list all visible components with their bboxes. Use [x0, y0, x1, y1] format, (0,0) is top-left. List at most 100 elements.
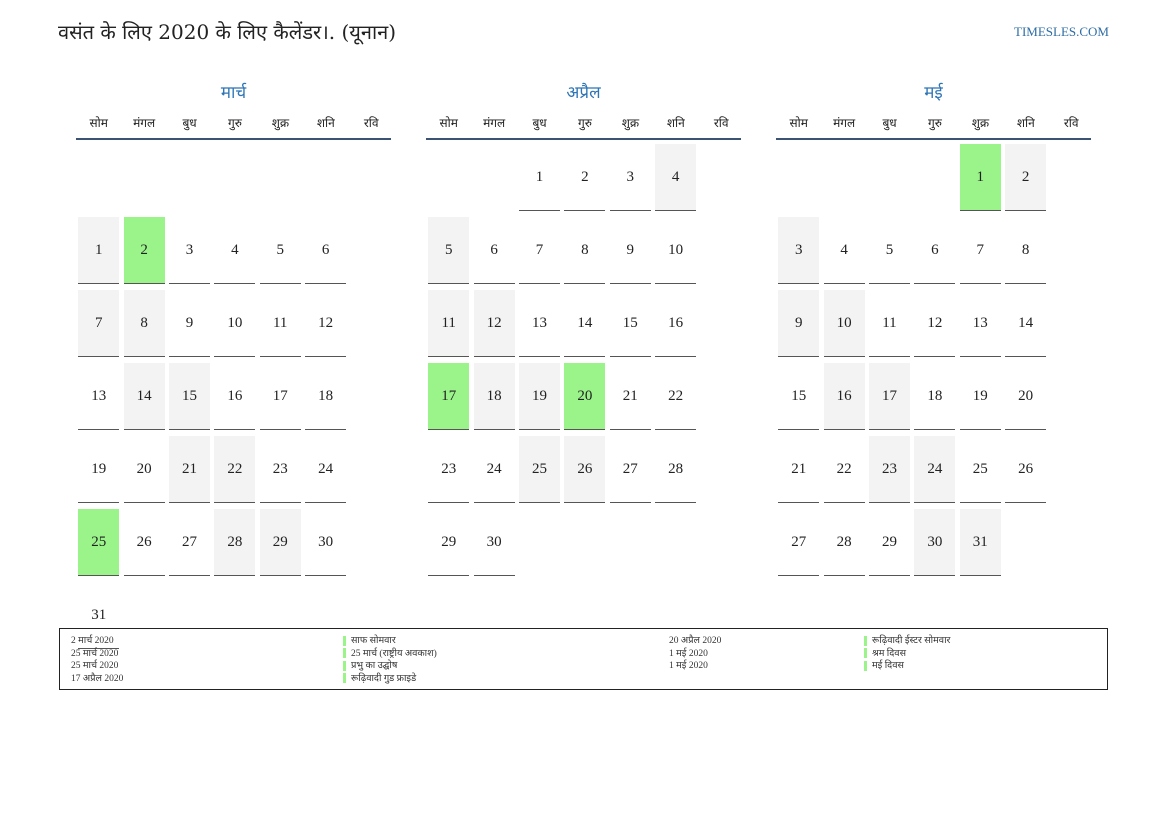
day-cell[interactable]: 13	[518, 290, 560, 357]
day-cell[interactable]: 28	[214, 509, 256, 576]
day-cell[interactable]: 27	[168, 509, 210, 576]
day-cell[interactable]: 29	[868, 509, 910, 576]
day-cell[interactable]: 5	[868, 217, 910, 284]
holiday-day-cell[interactable]: 1	[959, 144, 1001, 211]
day-cell[interactable]: 30	[914, 509, 956, 576]
day-cell[interactable]: 28	[823, 509, 865, 576]
day-cell[interactable]: 28	[655, 436, 697, 503]
day-cell[interactable]: 8	[1005, 217, 1047, 284]
holiday-day-cell[interactable]: 17	[428, 363, 470, 430]
day-cell[interactable]: 21	[609, 363, 651, 430]
day-cell[interactable]: 5	[259, 217, 301, 284]
day-cell[interactable]: 29	[259, 509, 301, 576]
day-cell[interactable]: 26	[123, 509, 165, 576]
weekday-label: रवि	[1063, 116, 1079, 130]
day-cell[interactable]: 7	[959, 217, 1001, 284]
weekday-label: शनि	[666, 116, 685, 130]
day-cell[interactable]: 14	[1005, 290, 1047, 357]
day-cell[interactable]: 1	[78, 217, 120, 284]
day-cell[interactable]: 12	[914, 290, 956, 357]
holiday-day-cell[interactable]: 25	[78, 509, 120, 576]
day-cell[interactable]: 26	[564, 436, 606, 503]
day-cell[interactable]: 19	[78, 436, 120, 503]
day-cell[interactable]: 6	[914, 217, 956, 284]
day-cell[interactable]: 14	[123, 363, 165, 430]
day-cell[interactable]: 19	[959, 363, 1001, 430]
day-cell[interactable]: 25	[518, 436, 560, 503]
day-cell[interactable]: 16	[655, 290, 697, 357]
day-cell[interactable]: 17	[868, 363, 910, 430]
day-cell[interactable]: 6	[473, 217, 515, 284]
day-cell[interactable]: 24	[473, 436, 515, 503]
day-cell[interactable]: 23	[259, 436, 301, 503]
day-cell[interactable]: 24	[305, 436, 347, 503]
day-cell[interactable]: 5	[428, 217, 470, 284]
day-cell[interactable]: 10	[823, 290, 865, 357]
day-cell[interactable]: 31	[959, 509, 1001, 576]
day-cell[interactable]: 21	[778, 436, 820, 503]
day-cell[interactable]: 3	[168, 217, 210, 284]
day-cell[interactable]: 27	[778, 509, 820, 576]
day-cell[interactable]: 18	[305, 363, 347, 430]
day-cell[interactable]: 18	[473, 363, 515, 430]
day-cell[interactable]: 6	[305, 217, 347, 284]
day-cell[interactable]: 12	[473, 290, 515, 357]
day-cell[interactable]: 8	[564, 217, 606, 284]
day-cell[interactable]: 23	[868, 436, 910, 503]
day-cell[interactable]: 3	[778, 217, 820, 284]
month-name: अप्रैल	[566, 83, 601, 103]
day-cell[interactable]: 4	[655, 144, 697, 211]
day-cell[interactable]: 8	[123, 290, 165, 357]
empty-cell	[214, 144, 255, 211]
day-cell[interactable]: 3	[609, 144, 651, 211]
day-cell[interactable]: 20	[123, 436, 165, 503]
day-cell[interactable]: 4	[214, 217, 256, 284]
day-cell[interactable]: 22	[655, 363, 697, 430]
day-cell[interactable]: 14	[564, 290, 606, 357]
day-cell[interactable]: 11	[428, 290, 470, 357]
holiday-day-cell[interactable]: 2	[123, 217, 165, 284]
day-cell[interactable]: 23	[428, 436, 470, 503]
day-cell[interactable]: 16	[214, 363, 256, 430]
day-cell[interactable]: 13	[78, 363, 120, 430]
legend-col-names-2: रूढ़िवादी ईस्टर सोमवार श्रम दिवस मई दिवस	[864, 635, 950, 673]
legend-col-dates-2: 20 अप्रैल 2020 1 मई 2020 1 मई 2020	[669, 635, 721, 673]
day-cell[interactable]: 2	[1005, 144, 1047, 211]
day-cell[interactable]: 7	[518, 217, 560, 284]
day-cell[interactable]: 30	[473, 509, 515, 576]
day-cell[interactable]: 9	[609, 217, 651, 284]
day-cell[interactable]: 4	[823, 217, 865, 284]
day-cell[interactable]: 15	[778, 363, 820, 430]
day-cell[interactable]: 24	[914, 436, 956, 503]
day-cell[interactable]: 11	[259, 290, 301, 357]
day-cell[interactable]: 10	[655, 217, 697, 284]
day-cell[interactable]: 10	[214, 290, 256, 357]
site-link[interactable]: TIMESLES.COM	[1014, 24, 1109, 39]
day-cell[interactable]: 25	[959, 436, 1001, 503]
day-cell[interactable]: 26	[1005, 436, 1047, 503]
day-cell[interactable]: 31	[78, 582, 120, 649]
day-cell[interactable]: 30	[305, 509, 347, 576]
day-cell[interactable]: 16	[823, 363, 865, 430]
day-cell[interactable]: 1	[518, 144, 560, 211]
day-cell[interactable]: 22	[823, 436, 865, 503]
day-cell[interactable]: 13	[959, 290, 1001, 357]
day-cell[interactable]: 2	[564, 144, 606, 211]
day-cell[interactable]: 9	[778, 290, 820, 357]
day-cell[interactable]: 11	[868, 290, 910, 357]
day-cell[interactable]: 19	[518, 363, 560, 430]
day-cell[interactable]: 9	[168, 290, 210, 357]
day-cell[interactable]: 18	[914, 363, 956, 430]
day-cell[interactable]: 15	[609, 290, 651, 357]
day-cell[interactable]: 17	[259, 363, 301, 430]
day-cell[interactable]: 15	[168, 363, 210, 430]
holiday-day-cell[interactable]: 20	[564, 363, 606, 430]
day-cell[interactable]: 12	[305, 290, 347, 357]
day-cell[interactable]: 22	[214, 436, 256, 503]
day-cell[interactable]: 21	[168, 436, 210, 503]
day-cell[interactable]: 29	[428, 509, 470, 576]
legend-item: प्रभु का उद्घोष	[343, 660, 437, 673]
day-cell[interactable]: 20	[1005, 363, 1047, 430]
day-cell[interactable]: 27	[609, 436, 651, 503]
day-cell[interactable]: 7	[78, 290, 120, 357]
